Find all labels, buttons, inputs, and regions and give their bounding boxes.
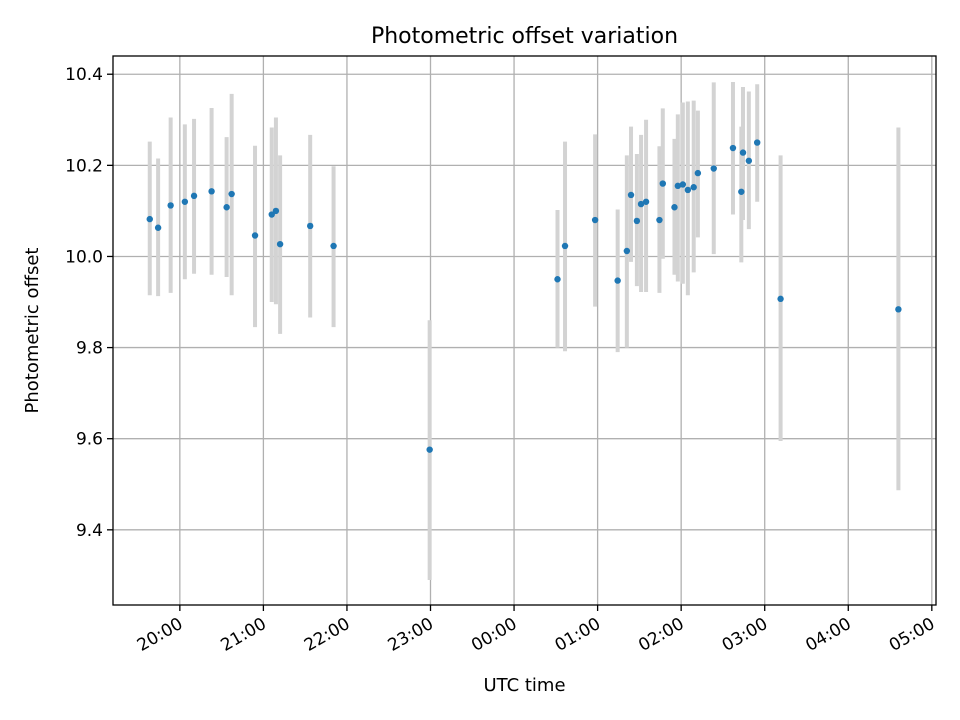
- data-point: [633, 217, 641, 225]
- y-tick-label: 10.4: [65, 65, 103, 85]
- data-point: [738, 188, 745, 195]
- data-point: [167, 202, 174, 209]
- data-point: [146, 215, 153, 223]
- data-point: [272, 207, 280, 215]
- plot-frame: [112, 55, 937, 606]
- data-point: [627, 191, 635, 199]
- data-point: [684, 186, 692, 194]
- y-tick-label: 9.6: [76, 430, 103, 450]
- data-point: [659, 180, 666, 187]
- data-point: [251, 232, 259, 239]
- chart-title: Photometric offset variation: [371, 24, 678, 49]
- data-point: [710, 165, 717, 172]
- y-tick-label: 10.0: [65, 247, 103, 267]
- data-point: [426, 446, 433, 453]
- data-point: [745, 157, 753, 164]
- data-point: [739, 149, 747, 156]
- y-tick-label: 10.2: [65, 156, 103, 176]
- data-point: [268, 211, 275, 218]
- data-point: [554, 276, 561, 283]
- data-point: [656, 216, 663, 224]
- x-axis-label: UTC time: [483, 675, 565, 696]
- y-tick-label: 9.4: [76, 521, 103, 541]
- y-tick-label: 9.8: [76, 339, 103, 359]
- data-point: [753, 139, 761, 146]
- data-point: [694, 169, 702, 177]
- data-point: [642, 198, 650, 205]
- data-point: [674, 182, 682, 190]
- data-point: [671, 204, 678, 211]
- data-point: [623, 247, 631, 255]
- data-point: [190, 192, 198, 200]
- data-point: [330, 242, 337, 250]
- data-point: [591, 216, 599, 224]
- data-point: [276, 240, 284, 248]
- data-point: [181, 198, 189, 205]
- data-point: [228, 190, 235, 198]
- data-point: [154, 224, 162, 231]
- data-point: [679, 181, 687, 188]
- data-point: [306, 222, 314, 230]
- data-point: [561, 242, 569, 250]
- data-point: [895, 306, 902, 313]
- data-points: [146, 139, 902, 453]
- data-point: [729, 144, 737, 152]
- y-axis-label: Photometric offset: [22, 248, 43, 414]
- data-point: [777, 295, 784, 303]
- data-point: [223, 204, 230, 211]
- data-point: [690, 184, 697, 191]
- data-point: [637, 200, 645, 208]
- data-point: [208, 188, 215, 195]
- grid: [113, 56, 936, 605]
- data-point: [614, 277, 621, 284]
